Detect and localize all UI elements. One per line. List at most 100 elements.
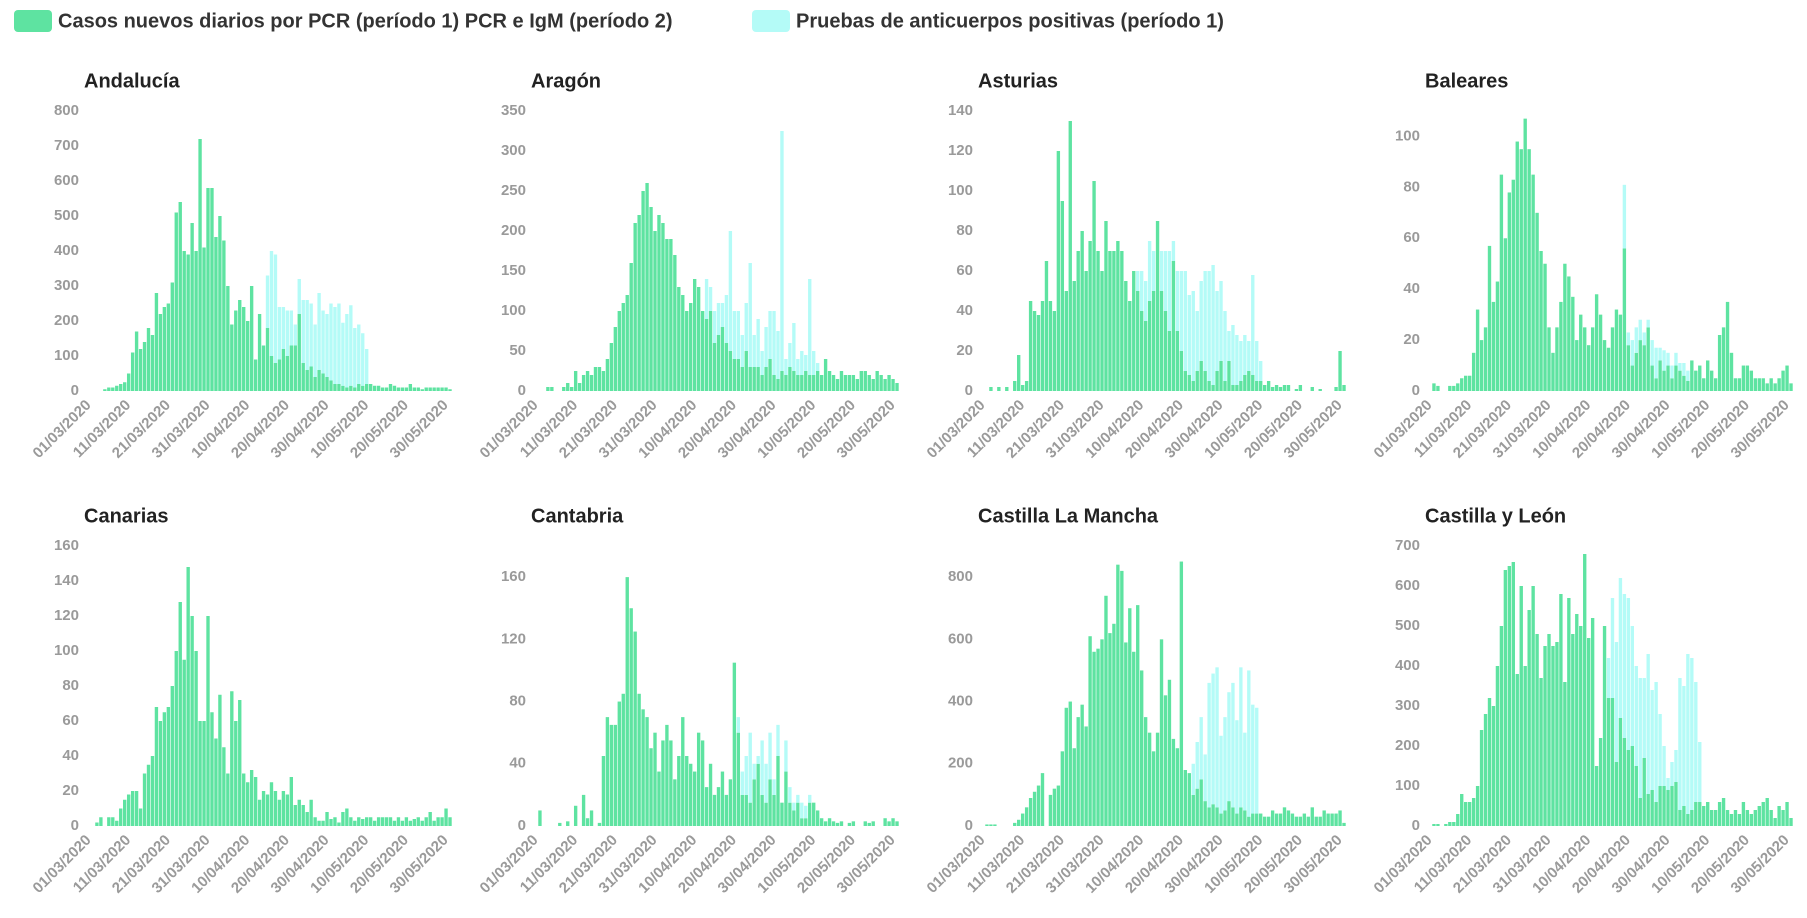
bar	[645, 183, 649, 391]
bar	[1155, 221, 1160, 391]
bar	[424, 387, 428, 391]
bar	[1650, 790, 1654, 826]
y-tick-label: 400	[1395, 657, 1420, 674]
bar	[333, 307, 337, 384]
bar	[1634, 352, 1638, 391]
bar	[724, 295, 729, 343]
bar	[993, 824, 997, 826]
bar	[1024, 381, 1029, 391]
bar	[1028, 301, 1033, 391]
y-tick-label: 200	[948, 755, 973, 772]
bar	[748, 367, 752, 391]
bar	[681, 295, 685, 391]
bar	[1456, 383, 1460, 391]
bar	[420, 820, 424, 826]
bar	[760, 794, 764, 826]
bar	[1044, 261, 1049, 391]
bar	[1251, 813, 1255, 826]
bar	[593, 367, 598, 391]
bar	[1255, 707, 1259, 814]
bar	[712, 343, 717, 391]
bar	[1678, 678, 1682, 810]
bar	[645, 717, 649, 826]
bar	[1068, 121, 1072, 391]
bar	[115, 385, 119, 391]
bar	[1733, 378, 1738, 391]
bar	[301, 805, 305, 826]
bar	[317, 820, 321, 826]
bar	[1326, 813, 1330, 826]
bar	[808, 279, 812, 375]
bar	[269, 251, 274, 356]
bar	[1690, 360, 1694, 391]
bar	[1690, 658, 1694, 810]
bar	[1020, 813, 1025, 826]
bar	[708, 763, 713, 826]
bar	[194, 251, 198, 391]
bar	[1084, 726, 1088, 826]
y-tick-label: 0	[1412, 817, 1420, 834]
bar	[772, 375, 776, 391]
bar	[1725, 301, 1730, 391]
bar	[1785, 365, 1789, 391]
bar	[95, 822, 99, 826]
bar	[716, 787, 721, 826]
bar	[1698, 365, 1702, 391]
bar	[361, 385, 365, 391]
bar	[1136, 291, 1140, 391]
bar	[784, 740, 788, 772]
y-tick-label: 140	[54, 572, 79, 589]
bar	[859, 371, 863, 391]
bar	[704, 787, 709, 826]
bar	[222, 240, 226, 391]
bar	[1100, 271, 1104, 391]
bar	[736, 359, 741, 391]
bar	[1120, 251, 1124, 391]
bar	[609, 343, 614, 391]
bar	[1155, 732, 1160, 826]
bar	[384, 817, 389, 826]
bar	[1187, 375, 1191, 391]
bar	[748, 802, 752, 826]
bar	[1338, 351, 1342, 391]
bar	[1479, 340, 1484, 391]
bar	[562, 387, 566, 391]
bar	[851, 821, 856, 826]
bar	[337, 303, 341, 384]
bar	[1646, 319, 1650, 328]
bar	[321, 373, 325, 391]
bar	[1251, 275, 1255, 375]
bar	[1147, 241, 1152, 301]
bar	[756, 763, 760, 826]
bar	[380, 817, 385, 826]
bar	[349, 385, 353, 391]
bar	[1199, 281, 1203, 361]
bar	[1120, 570, 1124, 826]
bar	[772, 311, 776, 375]
bar	[1159, 251, 1164, 291]
bar	[1658, 347, 1662, 361]
bar	[226, 286, 230, 391]
bar	[1100, 639, 1104, 826]
bar	[772, 794, 776, 826]
bar	[1642, 345, 1646, 391]
bar	[1239, 807, 1243, 826]
bar	[1151, 751, 1156, 826]
y-tick-label: 0	[71, 382, 79, 399]
y-tick-label: 0	[71, 817, 79, 834]
bar	[1064, 707, 1068, 826]
bar	[146, 328, 151, 391]
bar	[895, 821, 899, 826]
bar	[313, 377, 317, 391]
bar	[1654, 802, 1658, 826]
bar	[1725, 810, 1730, 826]
bar	[661, 740, 665, 826]
bar	[835, 379, 840, 391]
y-tick-label: 700	[54, 137, 79, 154]
bar	[1622, 594, 1627, 738]
bar	[839, 371, 844, 391]
bar	[408, 820, 413, 826]
bar	[1207, 682, 1211, 808]
bar	[1626, 332, 1631, 346]
bar	[1666, 778, 1670, 790]
